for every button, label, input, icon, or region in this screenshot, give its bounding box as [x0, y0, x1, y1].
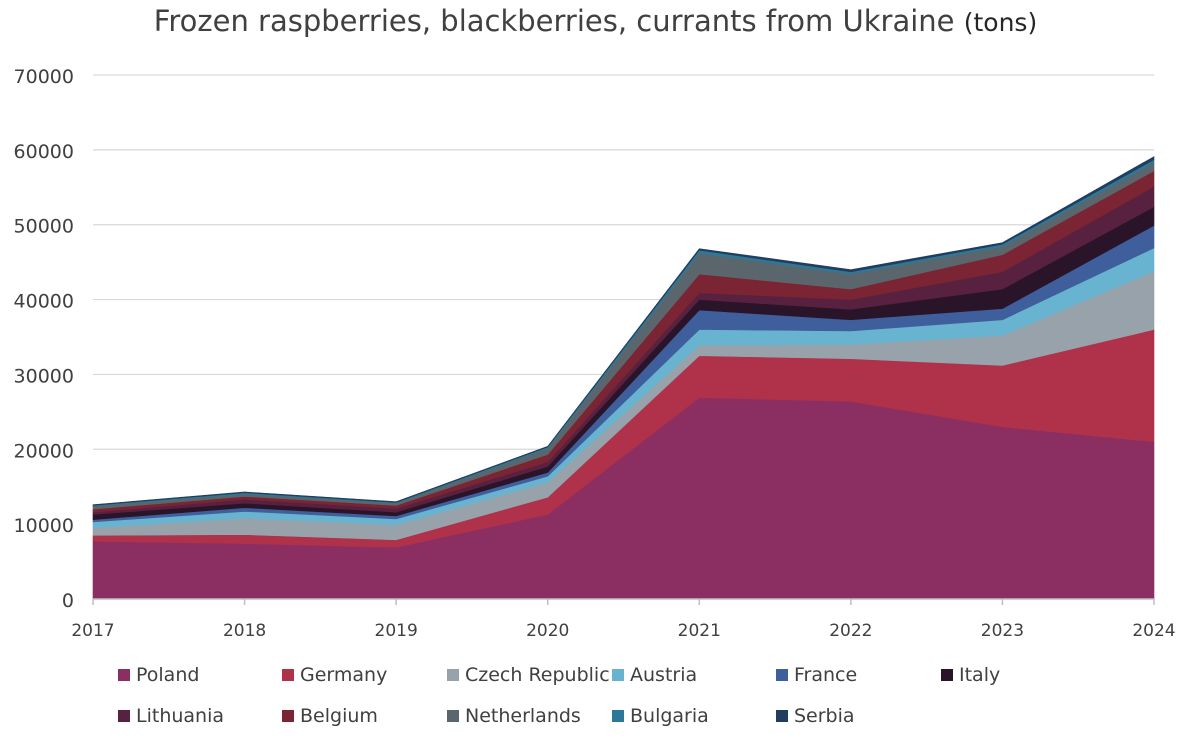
legend-item-czech-republic: Czech Republic	[447, 660, 610, 690]
legend-label: Netherlands	[465, 705, 581, 727]
legend-label: Austria	[630, 664, 698, 686]
legend-label: Lithuania	[136, 705, 225, 727]
legend-item-netherlands: Netherlands	[447, 701, 581, 731]
y-tick-label: 10000	[14, 515, 74, 537]
y-tick-label: 20000	[14, 440, 74, 462]
x-tick-label: 2019	[375, 621, 418, 641]
legend-swatch	[776, 669, 788, 681]
legend-swatch	[282, 710, 294, 722]
legend-item-austria: Austria	[612, 660, 697, 690]
area-series	[92, 156, 1155, 600]
y-tick-label: 30000	[14, 365, 74, 387]
legend-swatch	[776, 710, 788, 722]
y-tick-label: 60000	[14, 141, 74, 163]
legend-item-poland: Poland	[118, 660, 199, 690]
y-tick-label: 70000	[14, 66, 74, 88]
chart-title: Frozen raspberries, blackberries, curran…	[0, 4, 1191, 38]
legend-label: Belgium	[300, 705, 378, 727]
legend-item-germany: Germany	[282, 660, 387, 690]
legend-label: Italy	[959, 664, 1001, 686]
legend-item-italy: Italy	[941, 660, 1000, 690]
chart-legend: Poland Germany Czech Republic Austria France…	[0, 660, 1191, 740]
area-serbia	[92, 156, 1155, 506]
legend-label: Serbia	[794, 705, 855, 727]
axes: 0 10000 20000 30000 40000 50000 60000 70000 2017…	[14, 66, 1176, 641]
legend-item-bulgaria: Bulgaria	[612, 701, 709, 731]
legend-swatch	[118, 710, 130, 722]
legend-item-belgium: Belgium	[282, 701, 378, 731]
y-tick-label: 50000	[14, 216, 74, 238]
legend-swatch	[282, 669, 294, 681]
y-tick-label: 0	[62, 590, 74, 612]
legend-label: Bulgaria	[630, 705, 709, 727]
legend-swatch	[118, 669, 130, 681]
y-tick-label: 40000	[14, 291, 74, 313]
x-tick-label: 2018	[223, 621, 266, 641]
x-tick-label: 2020	[526, 621, 569, 641]
x-tick-label: 2017	[71, 621, 114, 641]
x-tick-label: 2024	[1132, 621, 1175, 641]
legend-label: France	[794, 664, 858, 686]
legend-label: Germany	[300, 664, 388, 686]
legend-label: Czech Republic	[465, 664, 610, 686]
chart-title-text: Frozen raspberries, blackberries, curran…	[153, 4, 955, 38]
legend-swatch	[612, 710, 624, 722]
legend-item-serbia: Serbia	[776, 701, 855, 731]
legend-item-lithuania: Lithuania	[118, 701, 224, 731]
legend-swatch	[447, 710, 459, 722]
legend-swatch	[447, 669, 459, 681]
legend-item-france: France	[776, 660, 857, 690]
chart-title-unit: (tons)	[963, 8, 1038, 37]
legend-label: Poland	[136, 664, 200, 686]
x-tick-label: 2022	[829, 621, 872, 641]
legend-swatch	[941, 669, 953, 681]
legend-swatch	[612, 669, 624, 681]
x-tick-label: 2023	[981, 621, 1024, 641]
x-tick-label: 2021	[678, 621, 721, 641]
